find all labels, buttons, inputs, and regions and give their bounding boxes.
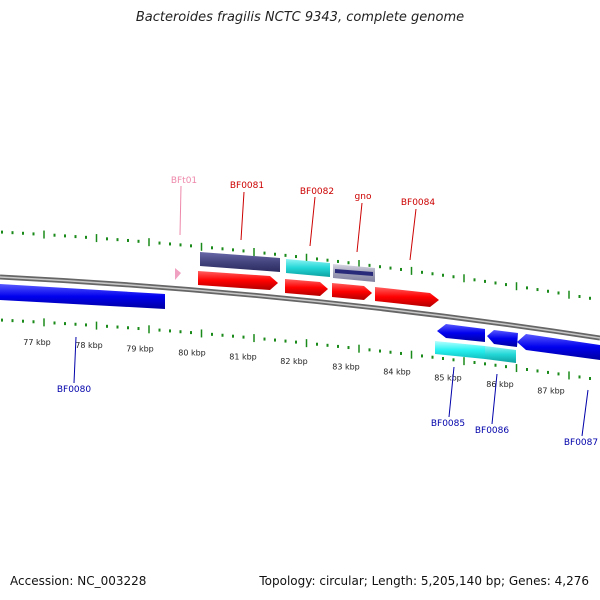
- kbp-label: 81 kbp: [229, 353, 257, 362]
- feature-box-bf0082[interactable]: [286, 259, 330, 277]
- kbp-label: 86 kbp: [486, 380, 514, 389]
- genome-summary: Topology: circular; Length: 5,205,140 bp…: [259, 574, 589, 588]
- kbp-label: 84 kbp: [383, 368, 411, 377]
- inner-tick-track: [1, 318, 591, 381]
- cds-reverse-bf0087[interactable]: [517, 334, 600, 360]
- feature-box-bf0086[interactable]: [485, 346, 516, 363]
- gene-label-bf0086[interactable]: BF0086: [475, 426, 510, 436]
- cds-forward-bf0082[interactable]: [285, 279, 328, 296]
- kbp-label: 79 kbp: [126, 344, 154, 353]
- cds-forward-bf0084[interactable]: [375, 287, 439, 307]
- cds-reverse-bf0086[interactable]: [487, 330, 518, 347]
- gene-label-bf0081[interactable]: BF0081: [230, 181, 264, 191]
- cds-reverse-bf0085[interactable]: [437, 324, 485, 342]
- gene-label-bf0085[interactable]: BF0085: [431, 419, 465, 429]
- kbp-label: 87 kbp: [537, 386, 565, 395]
- kbp-label: 78 kbp: [75, 341, 103, 350]
- outer-tick-track: [1, 230, 591, 300]
- gene-label-bf0084[interactable]: BF0084: [401, 198, 436, 208]
- gene-label-gno[interactable]: gno: [355, 192, 372, 202]
- cds-forward-gno[interactable]: [332, 283, 372, 300]
- gene-label-bf0087[interactable]: BF0087: [564, 438, 598, 448]
- feature-box-bf0081[interactable]: [200, 252, 280, 272]
- kbp-label: 77 kbp: [23, 338, 51, 347]
- kbp-label: 82 kbp: [280, 357, 308, 366]
- gene-label-bf0080[interactable]: BF0080: [57, 385, 92, 395]
- gene-leader-lines: [73, 185, 589, 437]
- kbp-label: 80 kbp: [178, 348, 206, 357]
- gene-label-bf0082[interactable]: BF0082: [300, 187, 334, 197]
- accession-label: Accession: NC_003228: [10, 574, 147, 588]
- feature-box-bf0085[interactable]: [435, 341, 485, 359]
- genome-title: Bacteroides fragilis NCTC 9343, complete…: [135, 10, 465, 25]
- trna-bft01-marker[interactable]: [175, 268, 181, 280]
- cds-forward-bf0081[interactable]: [198, 271, 278, 290]
- cds-reverse-bf0080[interactable]: [0, 284, 165, 309]
- kbp-label: 83 kbp: [332, 362, 360, 371]
- kbp-scale-labels: 77 kbp 78 kbp 79 kbp 80 kbp 81 kbp 82 kbp 83 k…: [23, 338, 565, 395]
- genome-backbone-highlight: [0, 276, 600, 339]
- kbp-label: 85 kbp: [434, 373, 462, 382]
- gene-label-bft01[interactable]: BFt01: [171, 176, 197, 186]
- feature-box-gno-inner: [335, 269, 373, 276]
